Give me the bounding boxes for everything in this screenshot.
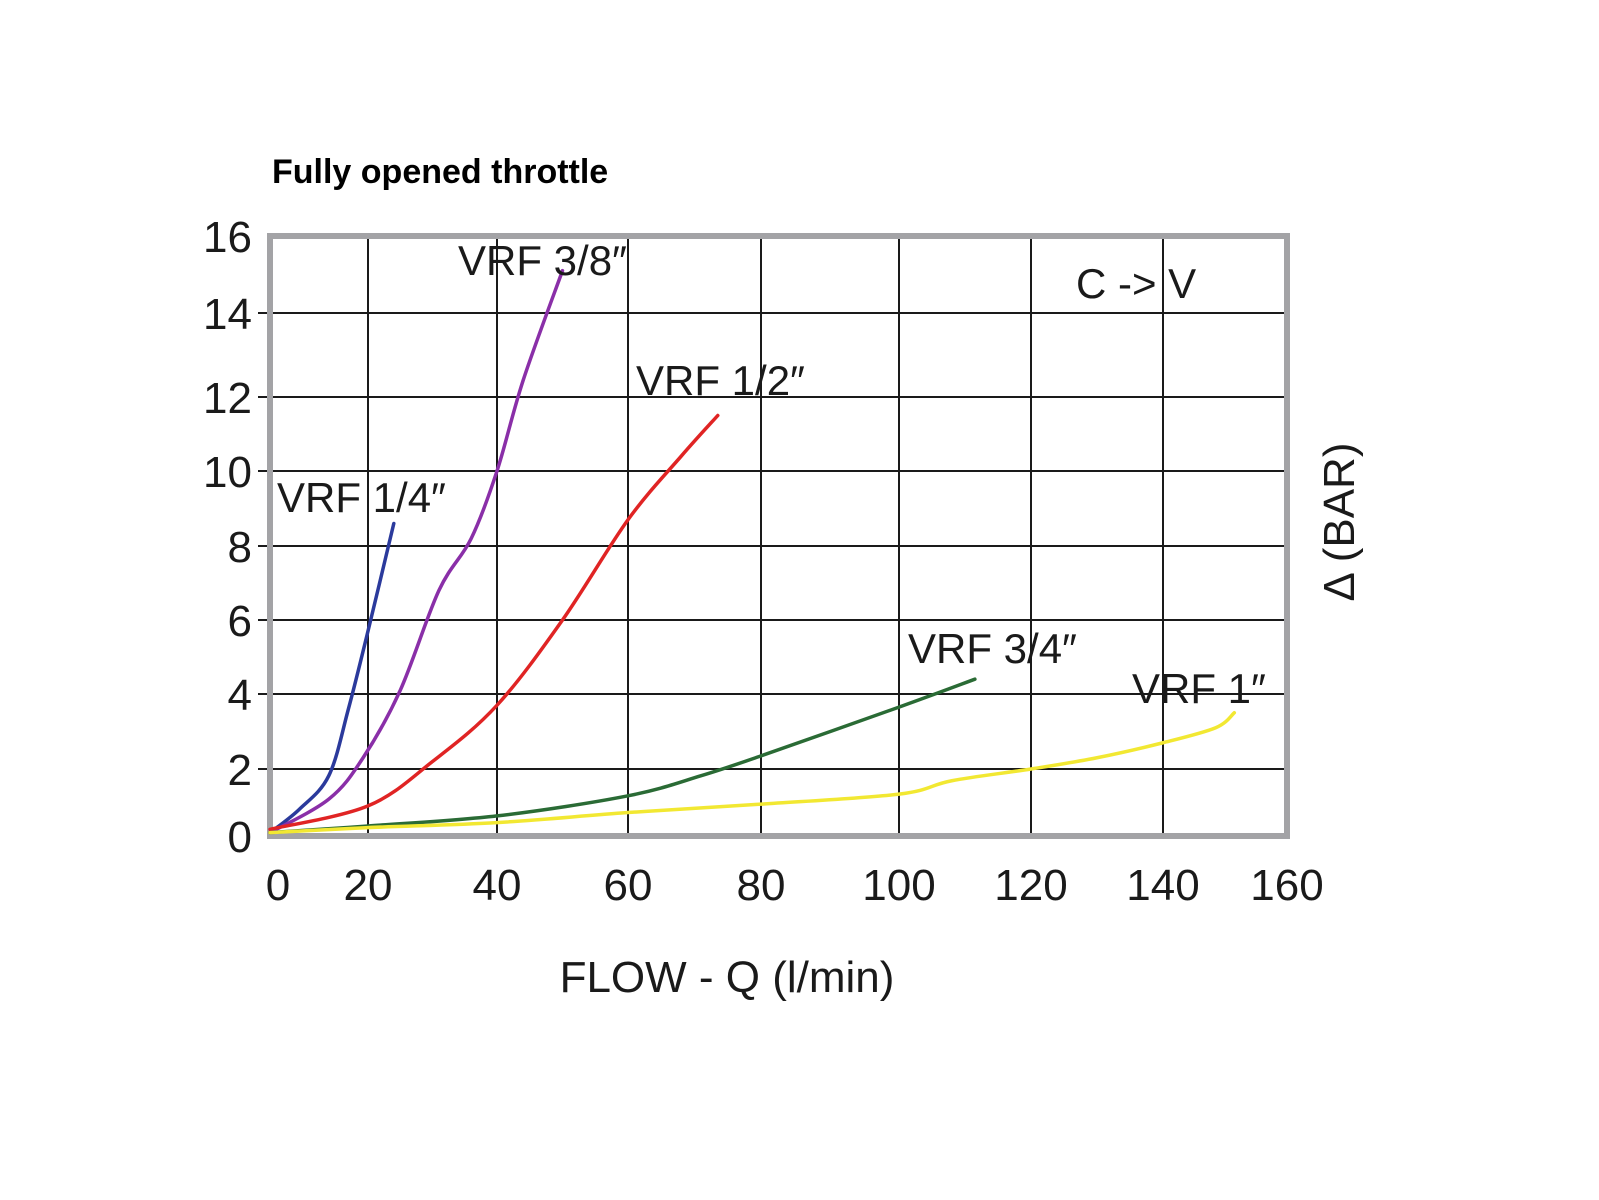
plot-frame bbox=[267, 233, 1290, 839]
flow-direction-annotation: C -> V bbox=[1076, 260, 1196, 307]
y-tick-label: 10 bbox=[203, 448, 252, 497]
series-label-vrf-3-4: VRF 3/4″ bbox=[908, 625, 1077, 672]
y-tick-label: 0 bbox=[228, 813, 252, 862]
y-tick-label: 2 bbox=[228, 746, 252, 795]
x-axis-label: FLOW - Q (l/min) bbox=[560, 953, 895, 1002]
y-tick-label: 16 bbox=[203, 213, 252, 262]
x-tick-label: 40 bbox=[473, 861, 522, 910]
chart-title: Fully opened throttle bbox=[272, 153, 608, 191]
series-line-4 bbox=[268, 711, 1237, 835]
y-tick-label: 8 bbox=[228, 523, 252, 572]
x-tick-label: 140 bbox=[1126, 861, 1199, 910]
x-tick-label: 100 bbox=[862, 861, 935, 910]
x-tick-label: 0 bbox=[266, 861, 290, 910]
series-label-vrf-1: VRF 1″ bbox=[1132, 665, 1266, 712]
y-tick-label: 12 bbox=[203, 374, 252, 423]
y-tick-label: 4 bbox=[228, 671, 252, 720]
series-label-vrf-3-8: VRF 3/8″ bbox=[458, 237, 627, 284]
tick-labels: 0 20 40 60 80 100 120 140 160 0 2 4 6 8 10 12 14 16 bbox=[203, 213, 1324, 910]
series-line-2 bbox=[268, 413, 720, 832]
series-line-1 bbox=[268, 268, 565, 835]
x-tick-label: 80 bbox=[737, 861, 786, 910]
y-tick-label: 6 bbox=[228, 597, 252, 646]
x-tick-label: 20 bbox=[344, 861, 393, 910]
series-label-vrf-1-2: VRF 1/2″ bbox=[636, 357, 805, 404]
y-axis-label: Δ (BAR) bbox=[1315, 443, 1364, 602]
grid bbox=[258, 236, 1287, 836]
curves bbox=[268, 268, 1237, 835]
series-line-3 bbox=[268, 677, 977, 835]
x-tick-label: 60 bbox=[604, 861, 653, 910]
y-tick-label: 14 bbox=[203, 290, 252, 339]
series-label-vrf-1-4: VRF 1/4″ bbox=[277, 474, 446, 521]
x-tick-label: 120 bbox=[994, 861, 1067, 910]
x-tick-label: 160 bbox=[1250, 861, 1323, 910]
series-line-0 bbox=[268, 521, 396, 835]
